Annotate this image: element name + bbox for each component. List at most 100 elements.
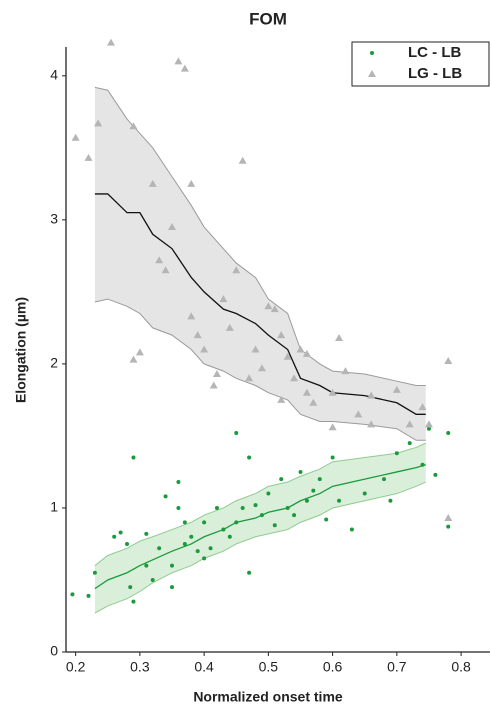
dot-point (420, 462, 425, 467)
triangle-point (135, 348, 144, 356)
band-fill (94, 87, 426, 441)
triangle-point (270, 305, 279, 313)
dot-point (144, 563, 149, 568)
dot-point (195, 549, 200, 554)
dot-point (131, 455, 136, 460)
dot-point (247, 455, 252, 460)
y-tick-label: 1 (50, 499, 58, 515)
dot-point (259, 513, 264, 518)
dot-point (170, 585, 174, 590)
triangle-point (328, 423, 337, 431)
triangle-point (148, 179, 157, 187)
y-tick-label: 2 (50, 355, 58, 371)
dot-point (337, 498, 342, 503)
dot-point (433, 472, 438, 477)
dot-point (163, 494, 168, 499)
triangle-point (161, 266, 170, 274)
triangle-point (367, 391, 376, 399)
triangle-point (238, 156, 247, 164)
triangle-point (277, 395, 286, 403)
triangle-point (335, 333, 344, 341)
triangle-point (129, 122, 138, 130)
x-tick-label: 0.4 (194, 659, 214, 675)
dot-point (349, 527, 354, 532)
triangle-point (444, 357, 453, 365)
dot-point (311, 488, 316, 493)
legend-box (351, 41, 490, 87)
y-axis-label: Elongation (µm) (13, 297, 29, 403)
dot-point (426, 426, 431, 431)
dot-point (266, 491, 271, 496)
band-upper (94, 442, 426, 566)
dot-point (92, 570, 97, 575)
triangle-point (328, 388, 337, 396)
triangle-point (368, 70, 376, 77)
x-tick-label: 0.7 (387, 659, 407, 675)
dot-point (86, 593, 91, 598)
dot-point (298, 469, 303, 474)
triangle-point (245, 374, 254, 382)
dot-point (317, 477, 322, 482)
triangle-point (309, 398, 318, 406)
triangle-point (302, 388, 311, 396)
dot-point (330, 455, 335, 460)
dot-point (285, 505, 290, 510)
triangle-point (225, 323, 234, 331)
dot-point (234, 431, 239, 436)
triangle-point (444, 514, 453, 522)
x-tick-label: 0.3 (130, 659, 150, 675)
triangle-point (129, 355, 138, 363)
dot-point (272, 523, 277, 528)
dot-point (304, 498, 309, 503)
legend-label: LC - LB (408, 44, 461, 61)
triangle-point (405, 420, 414, 428)
dot-point (214, 505, 219, 510)
dot-point (208, 546, 213, 551)
dot-point (247, 570, 252, 575)
dot-point (157, 546, 162, 551)
triangle-point (106, 38, 115, 46)
legend-label: LG - LB (408, 65, 462, 82)
dot-point (394, 451, 399, 456)
triangle-point (212, 369, 221, 377)
triangle-point (193, 331, 202, 339)
dot-point (253, 503, 258, 508)
dot-point (150, 577, 155, 582)
triangle-point (296, 345, 305, 353)
triangle-point (200, 345, 209, 353)
triangle-point (392, 385, 401, 393)
dot-point (279, 477, 284, 482)
dot-point (382, 477, 386, 482)
trend-line (94, 193, 426, 415)
triangle-point (354, 410, 363, 418)
dot-point (446, 431, 451, 436)
dot-point (362, 491, 367, 496)
x-tick-label: 0.6 (323, 659, 343, 675)
triangle-point (84, 153, 93, 161)
dot-point (407, 441, 412, 446)
dot-point (118, 530, 123, 535)
triangle-point (187, 312, 196, 320)
triangle-point (187, 179, 196, 187)
triangle-point (219, 295, 228, 303)
y-tick-label: 4 (50, 67, 58, 83)
triangle-point (424, 420, 433, 428)
triangle-point (180, 64, 189, 72)
y-tick-label: 0 (50, 643, 58, 659)
dot-point (388, 498, 393, 503)
triangle-point (302, 349, 311, 357)
dot-point (240, 505, 245, 510)
dot-point (202, 520, 207, 525)
dot-point (324, 517, 329, 522)
triangle-point (367, 420, 376, 428)
band-lower (94, 481, 426, 614)
triangle-point (155, 256, 164, 264)
dot-point (144, 531, 149, 536)
triangle-point (277, 331, 286, 339)
triangle-point (94, 119, 103, 127)
dot-point (370, 51, 374, 55)
triangle-point (264, 302, 273, 310)
triangle-point (283, 352, 292, 360)
x-tick-label: 0.5 (259, 659, 279, 675)
